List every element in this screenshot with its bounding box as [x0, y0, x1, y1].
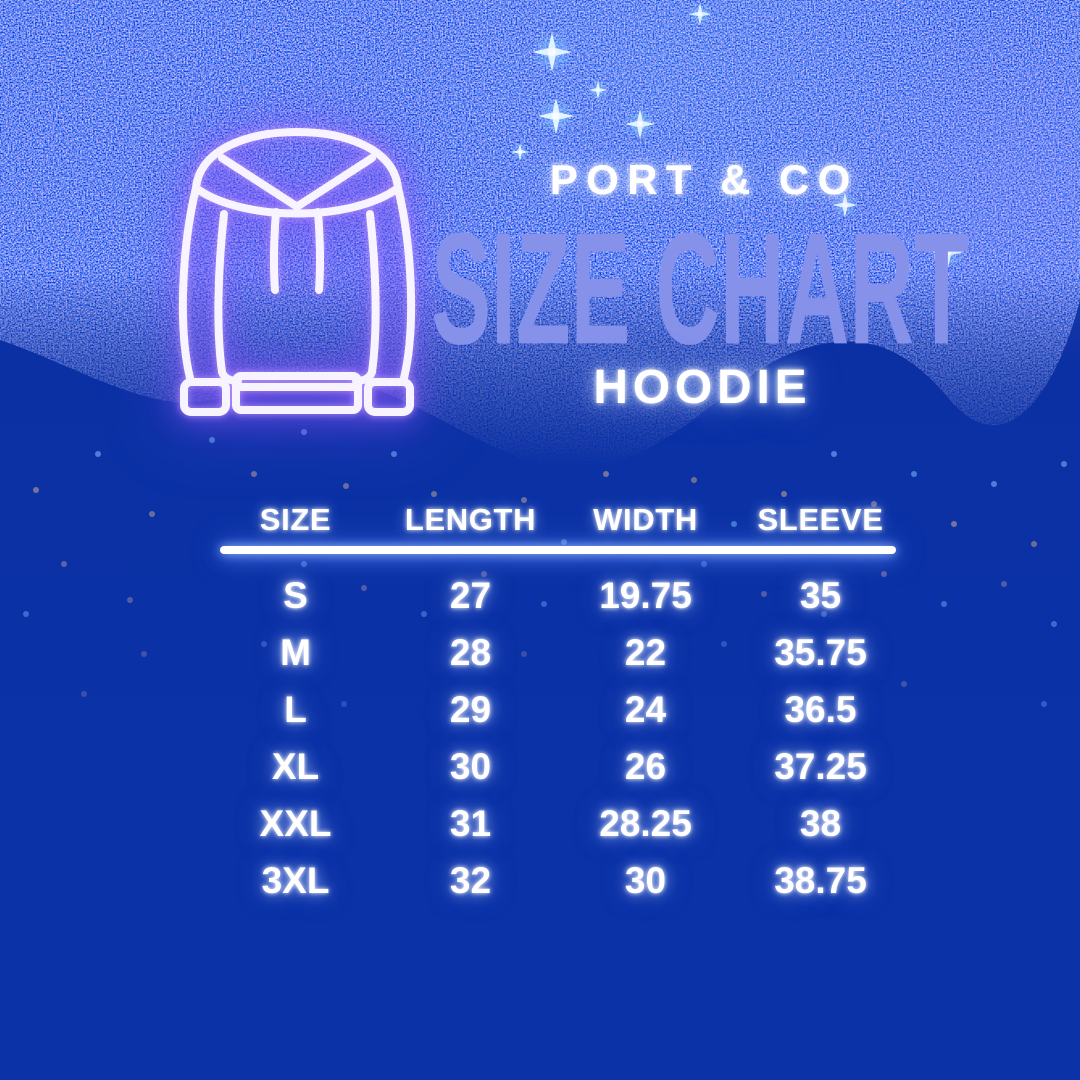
table-row: M 28 22 35.75 — [208, 624, 908, 681]
hoodie-icon — [172, 126, 422, 426]
table-cell: 31 — [449, 802, 492, 844]
table-cell: 24 — [624, 688, 667, 730]
table-cell: 28 — [449, 631, 492, 673]
table-cell: 30 — [449, 745, 492, 787]
table-divider — [220, 546, 896, 554]
product-subtitle: HOODIE — [593, 360, 812, 414]
table-cell: S — [283, 574, 308, 616]
table-cell: 35.75 — [774, 631, 867, 673]
column-header-size: SIZE — [259, 502, 332, 537]
table-row: L 29 24 36.5 — [208, 681, 908, 738]
table-cell: 36.5 — [784, 688, 857, 730]
table-cell: L — [284, 688, 307, 730]
table-cell: 35 — [799, 574, 842, 616]
page-title: SIZE CHART — [431, 199, 969, 377]
table-cell: XL — [271, 745, 320, 787]
table-cell: 38 — [799, 802, 842, 844]
table-body: S 27 19.75 35 M 28 22 35.75 L 29 24 36.5 XL 30 26 37.25… — [208, 567, 908, 909]
table-cell: 29 — [449, 688, 492, 730]
table-header-row: SIZE LENGTH WIDTH SLEEVE — [208, 498, 908, 542]
table-cell: 30 — [624, 859, 667, 901]
brand-title: PORT & CO — [549, 156, 859, 203]
size-table: SIZE LENGTH WIDTH SLEEVE S 27 19.75 35 M 28 22… — [208, 498, 908, 909]
column-header-length: LENGTH — [404, 502, 537, 537]
column-header-sleeve: SLEEVE — [757, 502, 884, 537]
table-cell: 32 — [449, 859, 492, 901]
table-cell: 3XL — [261, 859, 330, 901]
table-cell: 37.25 — [774, 745, 867, 787]
table-cell: 27 — [449, 574, 492, 616]
table-cell: XXL — [259, 802, 332, 844]
table-row: XL 30 26 37.25 — [208, 738, 908, 795]
table-cell: M — [280, 631, 311, 673]
table-cell: 38.75 — [774, 859, 867, 901]
glitter-texture — [0, 0, 1080, 520]
table-row: S 27 19.75 35 — [208, 567, 908, 624]
table-cell: 26 — [624, 745, 667, 787]
column-header-width: WIDTH — [593, 502, 698, 537]
table-cell: 22 — [624, 631, 667, 673]
table-cell: 28.25 — [599, 802, 692, 844]
table-row: 3XL 32 30 38.75 — [208, 852, 908, 909]
table-cell: 19.75 — [599, 574, 692, 616]
table-row: XXL 31 28.25 38 — [208, 795, 908, 852]
